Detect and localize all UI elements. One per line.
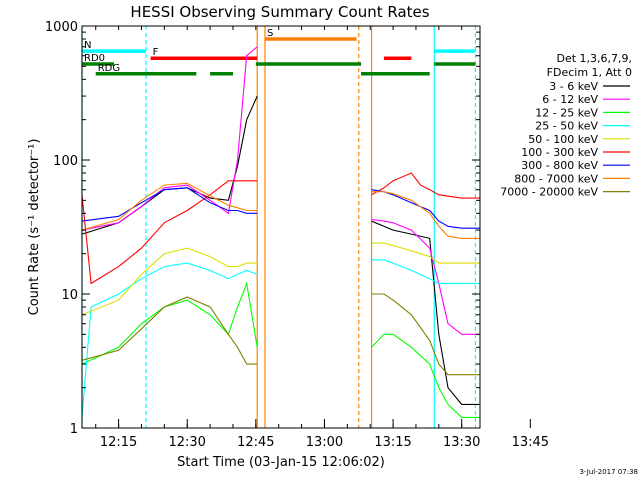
- series-line: [81, 293, 480, 376]
- y-axis-label: Count Rate (s⁻¹ detector⁻¹): [27, 139, 42, 316]
- legend-header-line-1: Det 1,3,6,7,9,: [556, 52, 632, 65]
- vertical-markers: [81, 26, 477, 428]
- x-axis-ticks: 12:15 12:30 12:45 13:00 13:15 13:30 13:45: [95, 26, 549, 450]
- flag-label: RD0: [84, 53, 105, 64]
- flag-label: N: [84, 40, 91, 51]
- y-tick-label: 100: [53, 154, 78, 169]
- chart-title: HESSI Observing Summary Count Rates: [130, 3, 429, 21]
- flag-label: RDG: [98, 63, 120, 74]
- series-line: [81, 259, 480, 418]
- legend-item-label: 100 - 300 keV: [521, 146, 598, 159]
- y-tick-label: 1: [70, 422, 78, 437]
- x-tick-label: 13:15: [374, 435, 411, 450]
- legend-item-label: 7000 - 20000 keV: [500, 186, 598, 199]
- series-line: [81, 281, 480, 418]
- legend-item-label: 50 - 100 keV: [528, 133, 598, 146]
- x-tick-label: 12:15: [100, 435, 137, 450]
- legend-item-label: 6 - 12 keV: [542, 93, 598, 106]
- legend-header-line-2: FDecim 1, Att 0: [547, 66, 632, 79]
- x-tick-label: 12:30: [168, 435, 205, 450]
- legend-item-label: 300 - 800 keV: [521, 159, 598, 172]
- y-tick-label: 1000: [45, 20, 78, 35]
- x-tick-label: 13:00: [306, 435, 343, 450]
- y-axis-ticks: 1 10 100 1000: [45, 20, 480, 437]
- plot-frame: [81, 25, 481, 429]
- series-line: [81, 182, 480, 239]
- series-lines: [81, 46, 480, 418]
- legend-item-label: 25 - 50 keV: [535, 120, 598, 133]
- timestamp: 3-Jul-2017 07:38: [579, 468, 638, 476]
- legend-item-label: 800 - 7000 keV: [514, 172, 598, 185]
- y-tick-label: 10: [61, 288, 78, 303]
- legend-item-label: 3 - 6 keV: [549, 80, 598, 93]
- legend-item-label: 12 - 25 keV: [535, 106, 598, 119]
- series-line: [81, 172, 480, 285]
- x-axis-label: Start Time (03-Jan-15 12:06:02): [177, 455, 385, 470]
- x-tick-label: 12:45: [237, 435, 274, 450]
- legend: Det 1,3,6,7,9, FDecim 1, Att 0 3 - 6 keV…: [500, 52, 632, 199]
- series-line: [81, 46, 480, 335]
- flag-label: F: [153, 47, 159, 58]
- flag-label: S: [267, 28, 273, 39]
- series-line: [81, 242, 480, 316]
- x-tick-label: 13:45: [512, 435, 549, 450]
- x-tick-label: 13:30: [443, 435, 480, 450]
